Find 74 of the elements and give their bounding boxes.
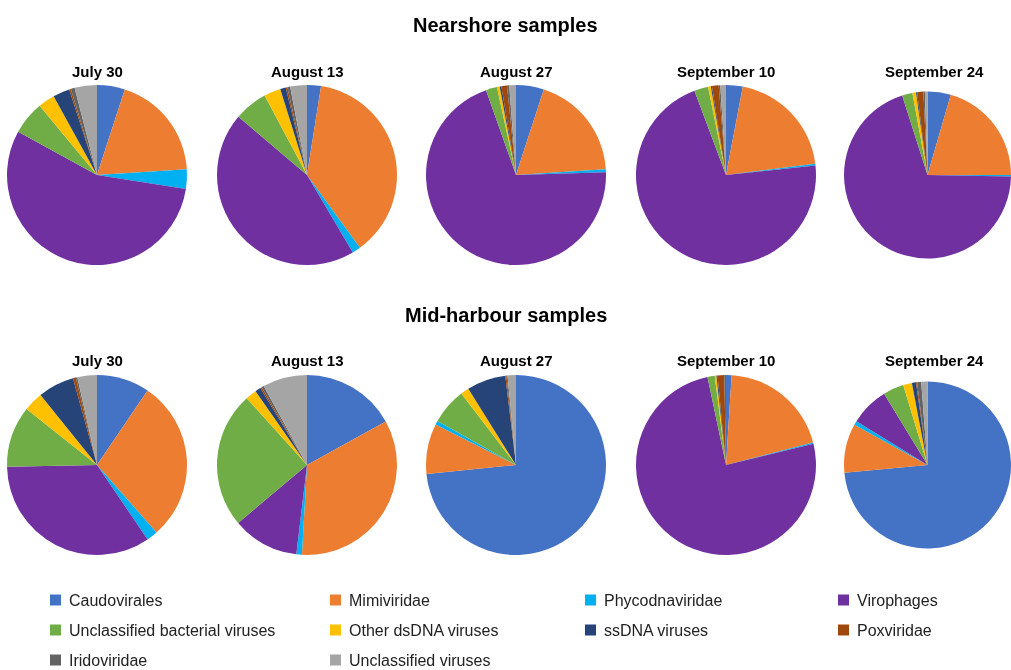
pie-slice: [726, 86, 816, 175]
chart-title: September 10: [677, 352, 776, 369]
pie-slice: [921, 381, 928, 465]
pie-slice: [884, 385, 928, 465]
legend-label: Iridoviridae: [69, 652, 148, 669]
pie-slice: [7, 465, 148, 555]
chart-title: August 13: [271, 63, 344, 80]
chart-title: August 27: [480, 352, 553, 369]
pie-slice: [726, 375, 814, 465]
legend-label: Mimiviridae: [349, 592, 430, 609]
legend-label: Virophages: [857, 592, 938, 609]
chart-title: September 24: [885, 63, 985, 80]
pie-slice: [461, 388, 516, 465]
pie-slice: [903, 382, 928, 465]
pie-slice: [7, 408, 97, 467]
legend-label: Other dsDNA viruses: [349, 622, 499, 639]
pie-slice: [7, 131, 186, 265]
chart-title: August 13: [271, 352, 344, 369]
pie-slice: [238, 95, 307, 175]
pie-slice: [636, 376, 816, 555]
pie-slice: [426, 424, 516, 474]
chart-title: July 30: [72, 63, 123, 80]
pie-slice: [301, 421, 397, 555]
chart-title: July 30: [72, 352, 123, 369]
pie-slice: [707, 375, 726, 465]
pie-slice: [18, 105, 97, 175]
pie-slice: [97, 465, 157, 540]
pie-slice: [97, 169, 187, 190]
pie-slice: [307, 85, 322, 175]
pie-slice: [39, 96, 97, 175]
pie-slice: [238, 465, 307, 555]
pie-slice: [694, 86, 726, 175]
pie-slice: [636, 90, 816, 265]
pie-slice: [516, 89, 606, 175]
pie-slice: [26, 394, 97, 465]
pie-slice: [902, 92, 928, 175]
pie-slice: [97, 85, 125, 175]
pie-slice: [426, 375, 606, 555]
pie-slice: [844, 95, 1011, 259]
pie-slice: [844, 381, 1011, 549]
pie-slice: [844, 424, 928, 473]
pie-slice: [726, 85, 743, 175]
legend-label: Unclassified bacterial viruses: [69, 622, 276, 639]
pie-slice: [97, 89, 187, 175]
pie-slice: [927, 91, 951, 175]
pie-slice: [263, 375, 307, 465]
pie-slice: [437, 393, 516, 465]
pie-slice: [486, 87, 516, 175]
legend-label: Phycodnaviridae: [604, 592, 723, 609]
pie-slice: [927, 94, 1011, 175]
pie-slice: [217, 398, 307, 523]
pie-slice: [217, 116, 353, 265]
pie-slice: [246, 391, 307, 465]
pie-slice: [40, 378, 97, 465]
legend-label: ssDNA viruses: [604, 622, 709, 639]
pie-slice: [516, 85, 544, 175]
pie-slice: [307, 175, 360, 253]
legend-label: Unclassified viruses: [349, 652, 491, 669]
legend-label: Caudovirales: [69, 592, 163, 609]
pie-slice: [856, 393, 928, 465]
legend-label: Poxviridae: [857, 622, 932, 639]
chart-title: September 24: [885, 352, 985, 369]
pie-slice: [97, 390, 187, 533]
chart-title: September 10: [677, 63, 776, 80]
pie-slice: [97, 375, 148, 465]
text: Nearshore samples: [413, 14, 598, 36]
pie-slice: [264, 89, 307, 175]
pie-slice: [307, 375, 386, 465]
pie-slice: [53, 89, 97, 175]
chart-title: August 27: [480, 63, 553, 80]
pie-slice: [307, 86, 397, 248]
pie-slice: [468, 375, 516, 465]
text: Mid-harbour samples: [405, 304, 608, 326]
pie-slice: [426, 90, 606, 265]
